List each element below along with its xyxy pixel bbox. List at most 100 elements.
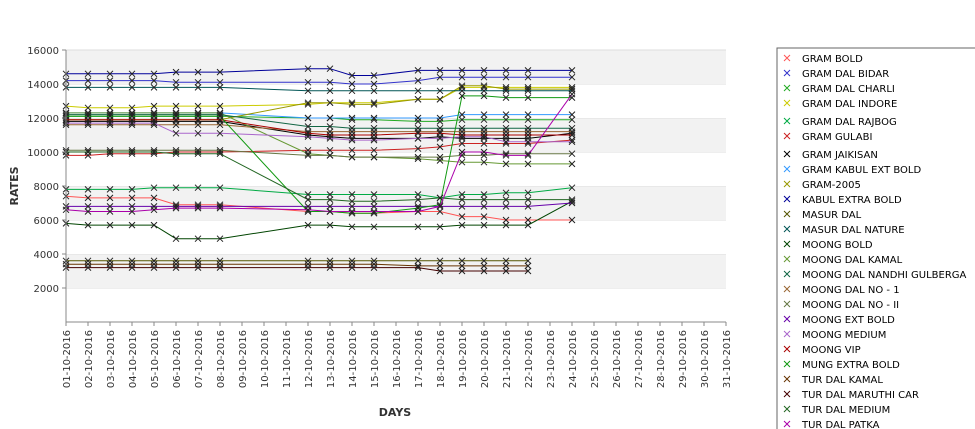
- data-point: [348, 114, 356, 122]
- data-point: [502, 262, 510, 270]
- data-point: [502, 116, 510, 124]
- data-point: [84, 104, 92, 112]
- data-point: [480, 87, 488, 95]
- data-point: [502, 138, 510, 146]
- x-tick-label: 25-10-2016: [590, 330, 601, 388]
- data-point: [458, 92, 466, 100]
- data-point: [84, 208, 92, 215]
- data-point: [414, 191, 422, 198]
- legend-marker: [783, 240, 791, 248]
- x-tick-label: 16-10-2016: [392, 330, 403, 388]
- legend-marker: [783, 54, 791, 62]
- data-point: [304, 114, 312, 122]
- data-point: [106, 264, 114, 271]
- data-point: [568, 116, 576, 124]
- data-point: [216, 68, 224, 76]
- data-point: [194, 78, 202, 86]
- legend-marker: [783, 225, 791, 233]
- legend-item-label: GRAM DAL RAJBOG: [802, 117, 897, 128]
- data-point: [106, 221, 114, 229]
- data-point: [106, 104, 114, 112]
- x-tick-label: 26-10-2016: [612, 330, 623, 388]
- legend: GRAM BOLD GRAM DAL BIDAR GRAM DAL CHARLI GR…: [776, 47, 975, 429]
- data-point: [304, 152, 312, 159]
- x-tick-label: 12-10-2016: [304, 330, 315, 388]
- data-point: [216, 121, 224, 129]
- data-point: [370, 203, 378, 210]
- data-point: [502, 189, 510, 197]
- x-tick-label: 01-10-2016: [62, 330, 73, 388]
- data-point: [568, 216, 576, 224]
- legend-marker: [783, 315, 791, 323]
- data-point: [436, 267, 444, 275]
- data-point: [326, 264, 334, 271]
- data-point: [458, 203, 466, 210]
- data-point: [348, 264, 356, 271]
- data-point: [370, 136, 378, 144]
- data-point: [150, 77, 158, 84]
- data-point: [436, 153, 444, 161]
- data-point: [172, 235, 180, 243]
- data-point: [502, 257, 510, 265]
- data-point: [150, 148, 158, 156]
- data-point: [458, 262, 466, 270]
- data-point: [458, 257, 466, 265]
- data-point: [480, 257, 488, 265]
- data-point: [568, 160, 576, 168]
- legend-item-label: KABUL EXTRA BOLD: [802, 195, 902, 206]
- data-point: [326, 131, 334, 139]
- legend-marker: [783, 150, 791, 158]
- legend-marker: [783, 420, 791, 428]
- legend-marker: [783, 69, 791, 77]
- data-point: [348, 101, 356, 108]
- data-point: [436, 67, 444, 74]
- data-point: [480, 92, 488, 100]
- legend-item-label: GRAM DAL BIDAR: [802, 69, 889, 80]
- x-tick-label: 06-10-2016: [172, 330, 183, 388]
- data-point: [106, 186, 114, 193]
- y-tick-label: 2000: [34, 284, 59, 295]
- data-point: [436, 143, 444, 151]
- series-masur-dal: [62, 257, 532, 265]
- data-point: [414, 67, 422, 74]
- data-point: [128, 104, 136, 112]
- legend-marker: [783, 330, 791, 338]
- x-tick-label: 05-10-2016: [150, 330, 161, 388]
- data-point: [326, 152, 334, 159]
- series-line: [66, 267, 528, 272]
- data-point: [414, 264, 422, 271]
- data-point: [216, 204, 224, 212]
- data-point: [414, 257, 422, 265]
- grid-band: [66, 186, 726, 220]
- data-point: [106, 194, 114, 202]
- grid-band: [66, 288, 726, 322]
- data-point: [348, 146, 356, 154]
- y-tick-label: 6000: [34, 216, 59, 227]
- series-moong-bold: [62, 197, 576, 243]
- data-point: [106, 70, 114, 78]
- data-point: [524, 116, 532, 124]
- data-point: [524, 267, 532, 275]
- data-point: [216, 102, 224, 110]
- data-point: [348, 80, 356, 88]
- data-point: [304, 123, 312, 130]
- data-point: [348, 197, 356, 205]
- data-point: [150, 184, 158, 192]
- data-point: [480, 148, 488, 156]
- data-point: [414, 208, 422, 215]
- data-point: [326, 196, 334, 203]
- x-tick-label: 28-10-2016: [656, 330, 667, 388]
- data-point: [458, 196, 466, 203]
- data-point: [304, 129, 312, 137]
- legend-marker: [783, 165, 791, 173]
- data-point: [370, 101, 378, 108]
- data-point: [502, 131, 510, 139]
- data-point: [84, 84, 92, 91]
- data-point: [524, 138, 532, 146]
- data-point: [216, 264, 224, 271]
- data-point: [480, 191, 488, 198]
- data-point: [480, 267, 488, 275]
- data-point: [458, 87, 466, 95]
- data-point: [480, 82, 488, 90]
